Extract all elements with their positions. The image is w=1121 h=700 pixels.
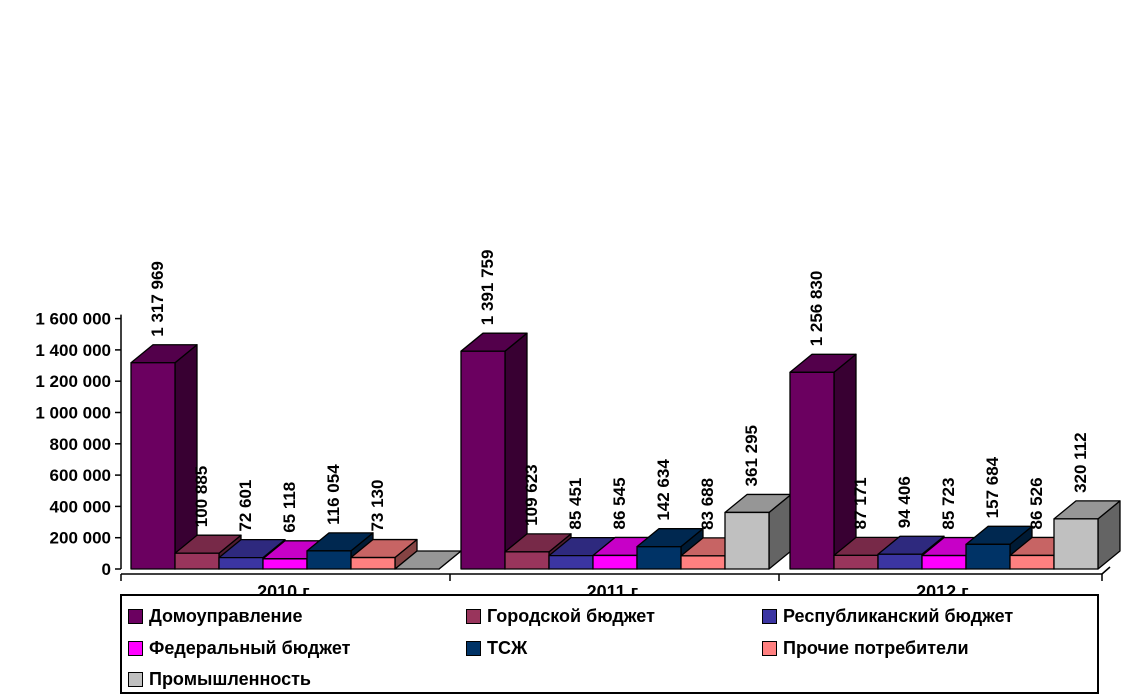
bar-front <box>548 554 594 570</box>
y-tick-label: 1 600 000 <box>35 310 111 329</box>
bar-front <box>460 350 506 570</box>
bar-front <box>218 556 264 570</box>
data-label: 320 112 <box>1071 432 1090 493</box>
data-label: 109 623 <box>522 464 541 525</box>
bar-front <box>724 511 770 570</box>
bar-side <box>504 332 528 570</box>
legend-label: Республиканский бюджет <box>783 605 1014 626</box>
y-tick-label: 0 <box>102 560 111 579</box>
legend-label: ТСЖ <box>487 637 528 658</box>
data-label: 100 885 <box>192 466 211 527</box>
legend-item: ТСЖ <box>466 636 527 660</box>
data-label: 116 054 <box>324 464 343 525</box>
legend-label: Промышленность <box>149 668 311 689</box>
bar-front <box>592 554 638 570</box>
bar <box>460 332 528 570</box>
y-tick-label: 800 000 <box>50 435 111 454</box>
legend: Домоуправление Городской бюджет Республика… <box>120 594 1099 694</box>
bar-side <box>833 353 857 570</box>
bar <box>789 353 857 570</box>
legend-item: Промышленность <box>128 667 311 691</box>
bar-front <box>680 555 726 570</box>
bar-front <box>306 550 352 570</box>
bar <box>350 538 418 570</box>
legend-swatch <box>128 640 143 656</box>
legend-item: Прочие потребители <box>762 636 969 660</box>
data-label: 1 391 759 <box>478 250 497 326</box>
data-label: 73 130 <box>368 480 387 532</box>
legend-item: Городской бюджет <box>466 604 655 628</box>
bar-front <box>130 362 176 570</box>
data-label: 85 451 <box>566 478 585 530</box>
legend-swatch <box>466 640 481 656</box>
bar <box>130 344 198 570</box>
y-tick-label: 200 000 <box>50 529 111 548</box>
y-tick-label: 1 200 000 <box>35 372 111 391</box>
bars <box>130 332 1121 570</box>
bar-front <box>1053 518 1099 570</box>
bar-front <box>833 554 879 570</box>
bar-front <box>965 543 1011 570</box>
legend-label: Прочие потребители <box>783 637 969 658</box>
data-label: 87 171 <box>851 477 870 529</box>
data-labels: 1 317 969 100 885 72 601 65 118 116 054 73 13… <box>148 250 1090 533</box>
legend-swatch <box>128 671 143 687</box>
bar-front <box>1009 554 1055 570</box>
axes: 0 200 000 400 000 600 000 800 000 1 000 000 1 … <box>35 310 1111 602</box>
y-tick-label: 1 400 000 <box>35 341 111 360</box>
data-label: 85 723 <box>939 478 958 530</box>
bar-front <box>636 546 682 570</box>
y-tick-label: 400 000 <box>50 497 111 516</box>
legend-swatch <box>128 608 143 624</box>
data-label: 1 317 969 <box>148 261 167 337</box>
data-label: 65 118 <box>280 482 299 533</box>
bar-front <box>262 558 308 570</box>
legend-item: Республиканский бюджет <box>762 604 1013 628</box>
data-label: 1 256 830 <box>807 271 826 347</box>
bar-front <box>921 554 967 570</box>
y-tick-label: 1 000 000 <box>35 404 111 423</box>
legend-label: Домоуправление <box>149 605 303 626</box>
bar-front <box>789 371 835 570</box>
legend-item: Домоуправление <box>128 604 303 628</box>
data-label: 72 601 <box>236 480 255 532</box>
bar <box>724 493 792 570</box>
data-label: 142 634 <box>654 459 673 521</box>
legend-label: Городской бюджет <box>487 605 655 626</box>
bar-front <box>877 553 923 570</box>
y-tick-label: 600 000 <box>50 466 111 485</box>
bar <box>1053 500 1121 570</box>
legend-swatch <box>466 608 481 624</box>
legend-swatch <box>762 608 777 624</box>
data-label: 157 684 <box>983 456 1002 518</box>
data-label: 83 688 <box>698 478 717 530</box>
legend-label: Федеральный бюджет <box>149 637 351 658</box>
data-label: 86 526 <box>1027 477 1046 529</box>
bar-front <box>504 551 550 570</box>
x-axis-end <box>1101 566 1111 575</box>
data-label: 94 406 <box>895 476 914 528</box>
bar-side <box>174 344 198 570</box>
legend-swatch <box>762 640 777 656</box>
data-label: 361 295 <box>742 425 761 486</box>
data-label: 86 545 <box>610 477 629 529</box>
bar-front <box>174 552 220 570</box>
bar-front <box>350 556 396 570</box>
legend-item: Федеральный бюджет <box>128 636 350 660</box>
